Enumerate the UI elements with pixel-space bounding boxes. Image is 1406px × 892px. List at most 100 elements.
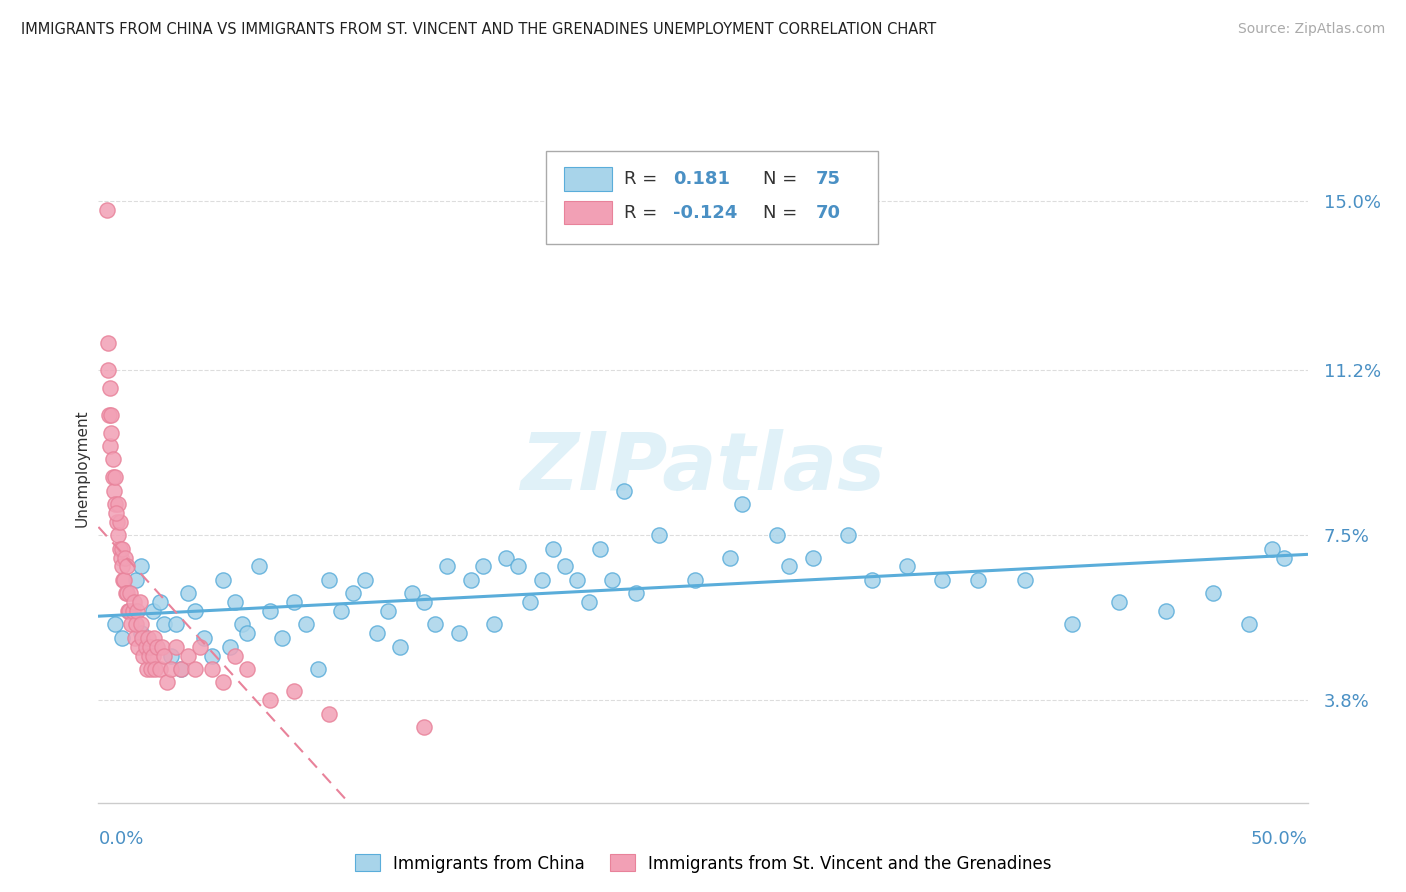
Point (127, 604, 149, 618)
Point (718, 550, 741, 565)
Point (212, 675, 235, 690)
Point (160, 648, 183, 663)
Point (184, 662, 207, 676)
Point (108, 515, 131, 529)
Point (100, 408, 122, 422)
Point (412, 720, 434, 734)
Point (127, 640, 149, 654)
Text: 0.181: 0.181 (672, 170, 730, 188)
Point (112, 573, 135, 587)
Point (801, 550, 824, 565)
Point (236, 662, 259, 676)
Point (101, 470, 124, 484)
Point (177, 648, 200, 663)
Point (149, 662, 172, 676)
Point (103, 483, 125, 498)
Point (543, 541, 565, 556)
Point (111, 541, 134, 556)
Point (114, 586, 136, 600)
Point (247, 559, 270, 574)
Point (1272, 550, 1295, 565)
Point (460, 573, 482, 587)
Point (105, 506, 128, 520)
Point (283, 595, 305, 609)
Point (121, 604, 143, 618)
Text: -0.124: -0.124 (672, 203, 737, 222)
Point (683, 573, 706, 587)
Bar (546, 151, 879, 244)
Point (111, 631, 134, 645)
Point (138, 648, 160, 663)
Point (153, 617, 176, 632)
Bar (564, 201, 613, 224)
Text: Source: ZipAtlas.com: Source: ZipAtlas.com (1237, 22, 1385, 37)
Point (165, 640, 187, 654)
Point (110, 550, 132, 565)
Point (353, 573, 375, 587)
Point (318, 573, 340, 587)
Point (236, 626, 259, 640)
Point (149, 595, 172, 609)
Point (931, 573, 953, 587)
Point (1261, 541, 1284, 556)
Point (471, 559, 494, 574)
Point (111, 559, 134, 574)
Point (589, 541, 612, 556)
Point (124, 631, 146, 645)
Point (1237, 617, 1260, 632)
Point (104, 617, 127, 632)
Point (98, 408, 121, 422)
Point (412, 595, 434, 609)
Point (1154, 604, 1177, 618)
Point (135, 662, 157, 676)
Point (307, 662, 329, 676)
Text: IMMIGRANTS FROM CHINA VS IMMIGRANTS FROM ST. VINCENT AND THE GRENADINES UNEMPLOY: IMMIGRANTS FROM CHINA VS IMMIGRANTS FROM… (21, 22, 936, 37)
Text: 0.0%: 0.0% (98, 830, 143, 847)
Text: N =: N = (763, 203, 797, 222)
Bar (564, 168, 613, 191)
Point (425, 617, 447, 632)
Point (101, 452, 124, 467)
Point (107, 497, 129, 511)
Point (366, 626, 388, 640)
Point (105, 515, 128, 529)
Point (150, 640, 173, 654)
Point (115, 559, 138, 574)
Point (271, 631, 294, 645)
Point (125, 617, 148, 632)
Point (600, 573, 623, 587)
Point (170, 662, 193, 676)
Point (578, 595, 600, 609)
Point (837, 528, 859, 542)
Point (436, 559, 458, 574)
Point (115, 586, 138, 600)
Point (389, 640, 412, 654)
Point (184, 604, 207, 618)
Point (129, 626, 152, 640)
Text: R =: R = (624, 203, 658, 222)
Point (1108, 595, 1130, 609)
Point (377, 604, 399, 618)
Point (100, 425, 122, 440)
Point (114, 550, 136, 565)
Point (112, 573, 135, 587)
Point (766, 528, 789, 542)
Point (295, 617, 318, 632)
Point (118, 604, 141, 618)
Point (98, 381, 121, 395)
Point (120, 586, 142, 600)
Point (860, 573, 883, 587)
Point (624, 586, 647, 600)
Point (125, 573, 148, 587)
Point (141, 662, 163, 676)
Point (1202, 586, 1225, 600)
Point (224, 595, 246, 609)
Point (142, 631, 165, 645)
Point (120, 617, 142, 632)
Point (146, 640, 169, 654)
Point (142, 604, 165, 618)
Point (259, 693, 281, 707)
Point (1060, 617, 1083, 632)
Point (447, 626, 470, 640)
Point (97, 336, 120, 351)
